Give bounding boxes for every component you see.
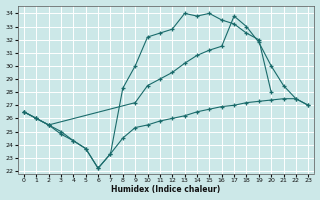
X-axis label: Humidex (Indice chaleur): Humidex (Indice chaleur) — [111, 185, 221, 194]
